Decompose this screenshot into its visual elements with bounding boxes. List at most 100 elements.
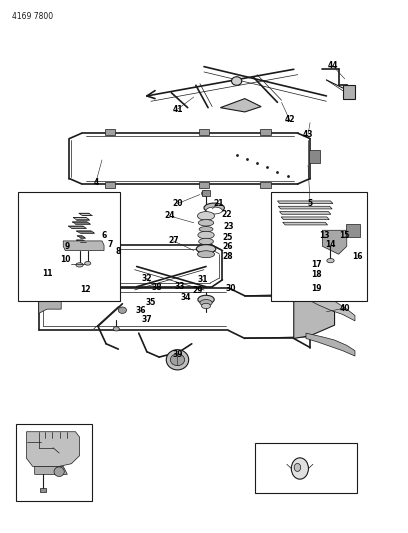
Ellipse shape	[232, 77, 242, 85]
Ellipse shape	[196, 245, 216, 253]
Polygon shape	[76, 231, 94, 233]
Text: 1: 1	[36, 459, 41, 468]
Ellipse shape	[198, 231, 214, 239]
Ellipse shape	[170, 354, 184, 366]
Bar	[260, 182, 271, 188]
Polygon shape	[77, 236, 85, 238]
Bar	[16, 424, 92, 501]
Polygon shape	[73, 217, 89, 220]
Ellipse shape	[327, 259, 334, 263]
Polygon shape	[283, 222, 328, 225]
Polygon shape	[294, 296, 335, 338]
Ellipse shape	[166, 350, 188, 370]
Text: 3: 3	[291, 471, 296, 480]
Polygon shape	[322, 230, 347, 254]
Text: 11: 11	[42, 270, 52, 278]
Text: 35: 35	[146, 298, 156, 307]
Bar	[343, 85, 355, 99]
Polygon shape	[76, 240, 86, 242]
Text: 27: 27	[168, 237, 179, 245]
Text: 15: 15	[339, 231, 350, 240]
Text: 19: 19	[311, 285, 322, 293]
Bar	[40, 488, 46, 492]
Ellipse shape	[54, 467, 64, 477]
Text: 39: 39	[172, 350, 183, 359]
Text: 43: 43	[303, 130, 313, 139]
Polygon shape	[281, 217, 329, 220]
Polygon shape	[68, 226, 86, 228]
Ellipse shape	[113, 327, 119, 331]
Ellipse shape	[206, 207, 222, 214]
Polygon shape	[278, 206, 332, 209]
Ellipse shape	[197, 251, 215, 258]
Text: 36: 36	[135, 306, 146, 314]
Bar	[18, 192, 120, 301]
Ellipse shape	[198, 295, 214, 304]
Polygon shape	[39, 301, 61, 313]
Bar	[105, 129, 115, 135]
Polygon shape	[202, 190, 210, 196]
Polygon shape	[277, 201, 333, 204]
Ellipse shape	[202, 303, 211, 309]
Bar	[199, 129, 209, 135]
Text: 23: 23	[223, 222, 234, 231]
Text: 37: 37	[142, 316, 152, 324]
Ellipse shape	[291, 458, 308, 479]
Text: 32: 32	[142, 274, 152, 282]
Text: 7: 7	[107, 240, 113, 248]
Polygon shape	[279, 212, 331, 214]
Text: 34: 34	[180, 293, 191, 302]
Ellipse shape	[204, 203, 224, 213]
Bar	[260, 129, 271, 135]
Text: 10: 10	[60, 255, 71, 264]
Text: 13: 13	[319, 231, 330, 240]
Text: 5: 5	[308, 199, 313, 208]
Polygon shape	[27, 432, 80, 466]
Text: 8: 8	[115, 247, 121, 256]
Text: 33: 33	[174, 282, 185, 291]
Text: 30: 30	[225, 285, 236, 293]
Text: 18: 18	[311, 270, 322, 279]
Ellipse shape	[202, 191, 208, 196]
Ellipse shape	[199, 227, 213, 232]
Ellipse shape	[198, 220, 214, 226]
Text: 29: 29	[193, 286, 203, 295]
Text: 26: 26	[222, 242, 233, 251]
Polygon shape	[72, 222, 90, 224]
Polygon shape	[306, 290, 355, 321]
Text: 40: 40	[339, 304, 350, 312]
Text: 21: 21	[213, 199, 224, 208]
Text: 4169 7800: 4169 7800	[12, 12, 53, 21]
Ellipse shape	[199, 238, 213, 245]
Text: 25: 25	[222, 233, 233, 241]
Text: 16: 16	[352, 253, 362, 261]
Polygon shape	[63, 241, 104, 251]
Ellipse shape	[294, 463, 301, 472]
Text: 42: 42	[284, 116, 295, 124]
Polygon shape	[220, 99, 261, 112]
Bar	[255, 443, 357, 493]
Ellipse shape	[200, 300, 212, 306]
Ellipse shape	[200, 245, 213, 251]
Bar	[309, 150, 320, 163]
Bar	[271, 192, 367, 301]
Text: 28: 28	[222, 253, 233, 261]
Ellipse shape	[118, 307, 126, 313]
Polygon shape	[35, 466, 67, 474]
Text: 12: 12	[80, 285, 91, 294]
Text: 24: 24	[164, 212, 175, 220]
Text: 22: 22	[221, 210, 232, 219]
Bar	[199, 182, 209, 188]
Text: 44: 44	[327, 61, 338, 70]
Text: 20: 20	[172, 199, 183, 208]
Bar	[105, 182, 115, 188]
Text: 6: 6	[102, 231, 106, 240]
Text: 41: 41	[172, 105, 183, 114]
Polygon shape	[306, 333, 355, 356]
Text: 2: 2	[32, 470, 37, 479]
Text: 31: 31	[198, 276, 208, 284]
Text: 4: 4	[93, 178, 98, 187]
Polygon shape	[79, 213, 92, 215]
Bar	[346, 224, 360, 237]
Ellipse shape	[85, 262, 91, 265]
